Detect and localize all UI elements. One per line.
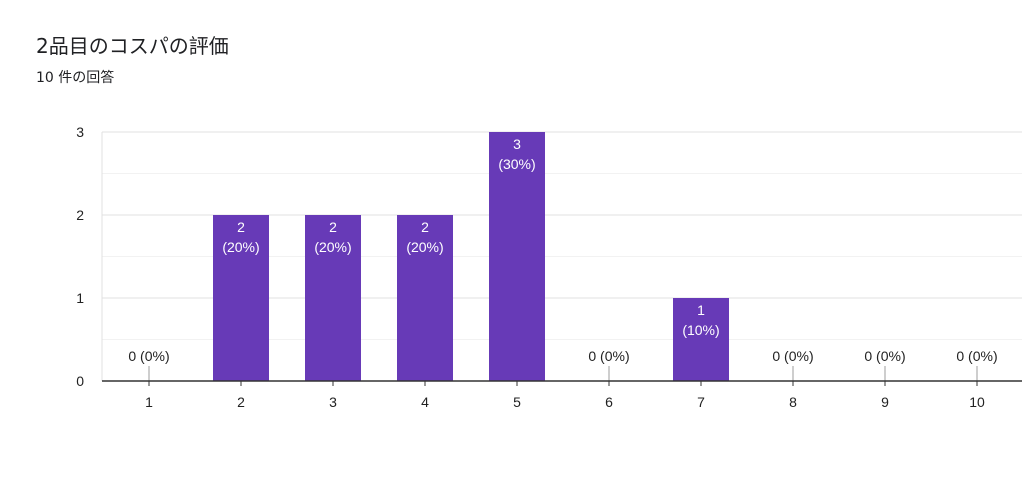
x-tick-label: 10 (969, 394, 985, 410)
x-tick-label: 9 (881, 394, 889, 410)
y-tick-label: 1 (76, 290, 84, 306)
bar (213, 215, 269, 381)
x-tick-label: 2 (237, 394, 245, 410)
x-tick-label: 7 (697, 394, 705, 410)
bar-value-label: 2 (329, 219, 337, 235)
y-tick-label: 2 (76, 207, 84, 223)
bar-percent-label: (30%) (498, 156, 535, 172)
x-tick-label: 1 (145, 394, 153, 410)
bar-value-label: 2 (421, 219, 429, 235)
response-count: 10 件の回答 (36, 70, 115, 86)
x-tick-label: 8 (789, 394, 797, 410)
bar-value-label: 3 (513, 136, 521, 152)
bar-percent-label: (20%) (314, 239, 351, 255)
chart-title: 2品目のコスパの評価 (36, 34, 229, 58)
bar-value-label: 1 (697, 302, 705, 318)
x-tick-label: 6 (605, 394, 613, 410)
bar-zero-label: 0 (0%) (128, 348, 169, 364)
bar-value-label: 2 (237, 219, 245, 235)
x-tick-label: 5 (513, 394, 521, 410)
x-tick-label: 3 (329, 394, 337, 410)
bar (397, 215, 453, 381)
x-tick-label: 4 (421, 394, 429, 410)
bar-zero-label: 0 (0%) (956, 348, 997, 364)
bar (489, 132, 545, 381)
bar-zero-label: 0 (0%) (864, 348, 905, 364)
y-tick-label: 0 (76, 373, 84, 389)
bar-percent-label: (20%) (406, 239, 443, 255)
bar-zero-label: 0 (0%) (588, 348, 629, 364)
bar (673, 298, 729, 381)
bar (305, 215, 361, 381)
bar-percent-label: (20%) (222, 239, 259, 255)
bar-zero-label: 0 (0%) (772, 348, 813, 364)
y-tick-label: 3 (76, 124, 84, 140)
bar-percent-label: (10%) (682, 322, 719, 338)
